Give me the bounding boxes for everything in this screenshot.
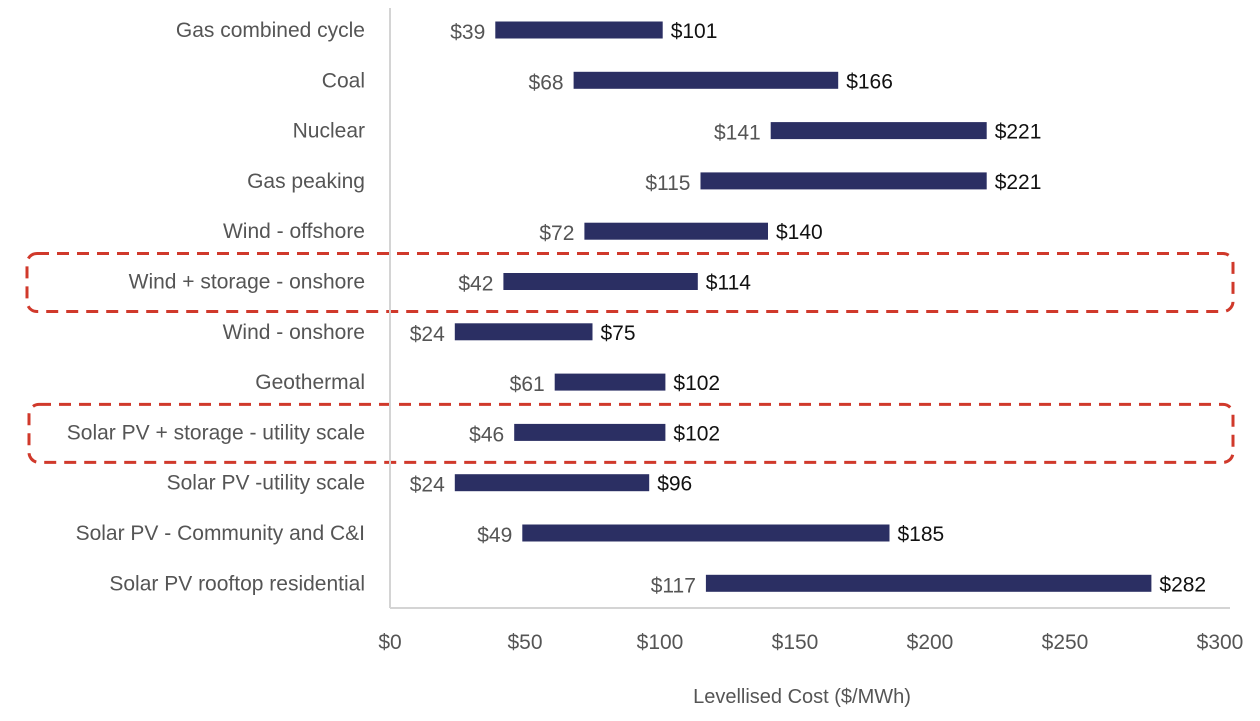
low-value-labels: $39 $68 $141 $115 $72 $42 $24 $61 $46 $24 $49 $117 xyxy=(410,21,761,597)
range-bar xyxy=(454,323,593,341)
range-bar xyxy=(554,373,666,391)
high-value-labels: $101 $166 $221 $221 $140 $114 $75 $102 $102 $96 $1… xyxy=(601,20,1207,596)
low-value-label: $72 xyxy=(539,222,574,245)
category-label: Solar PV - Community and C&I xyxy=(76,522,365,545)
category-label: Gas peaking xyxy=(247,170,365,193)
high-value-label: $140 xyxy=(776,221,823,244)
category-label: Wind - onshore xyxy=(223,321,365,344)
low-value-label: $61 xyxy=(510,373,545,396)
high-value-label: $221 xyxy=(995,171,1042,194)
highlight-boxes xyxy=(25,252,1235,464)
low-value-label: $117 xyxy=(651,574,696,597)
range-bar xyxy=(503,273,698,290)
high-value-label: $221 xyxy=(995,121,1042,144)
range-bar xyxy=(700,172,987,190)
category-label: Nuclear xyxy=(293,120,365,143)
range-bar xyxy=(522,524,890,542)
range-bar xyxy=(584,222,768,240)
x-tick-label: $200 xyxy=(907,631,954,654)
x-tick-label: $50 xyxy=(507,631,542,654)
category-label: Geothermal xyxy=(255,371,365,394)
range-bar xyxy=(770,122,987,140)
range-bar xyxy=(705,574,1152,592)
high-value-label: $102 xyxy=(673,372,720,395)
high-value-label: $101 xyxy=(671,20,718,43)
x-tick-label: $300 xyxy=(1197,631,1244,654)
category-label: Gas combined cycle xyxy=(176,19,365,42)
highlight-box xyxy=(25,252,1235,313)
low-value-label: $68 xyxy=(529,71,564,94)
high-value-label: $185 xyxy=(898,523,945,546)
category-label: Coal xyxy=(322,69,365,92)
x-tick-label: $100 xyxy=(637,631,684,654)
high-value-label: $96 xyxy=(657,473,692,496)
x-axis-title: Levellised Cost ($/MWh) xyxy=(693,686,911,708)
high-value-label: $166 xyxy=(846,70,893,93)
low-value-label: $39 xyxy=(450,21,485,44)
range-bar xyxy=(573,71,839,89)
category-labels: Gas combined cycle Coal Nuclear Gas peaking… xyxy=(67,19,365,595)
low-value-label: $24 xyxy=(410,323,445,346)
low-value-label: $49 xyxy=(477,524,512,547)
category-label: Solar PV -utility scale xyxy=(167,472,365,495)
x-tick-label: $0 xyxy=(378,631,401,654)
low-value-label: $42 xyxy=(458,273,493,296)
x-tick-labels: $0 $50 $100 $150 $200 $250 $300 xyxy=(378,631,1243,654)
high-value-label: $75 xyxy=(601,322,636,345)
range-bar xyxy=(454,474,650,492)
category-label: Wind - offshore xyxy=(223,220,365,243)
category-label: Solar PV + storage - utility scale xyxy=(67,421,365,444)
category-label: Solar PV rooftop residential xyxy=(109,572,365,595)
axes xyxy=(389,8,1230,609)
range-bar xyxy=(495,21,663,39)
low-value-label: $46 xyxy=(469,423,504,446)
x-tick-label: $250 xyxy=(1042,631,1089,654)
high-value-label: $282 xyxy=(1159,573,1206,596)
high-value-label: $102 xyxy=(673,422,720,445)
low-value-label: $115 xyxy=(645,172,690,195)
category-label: Wind + storage - onshore xyxy=(129,271,365,294)
range-bar xyxy=(514,423,666,441)
high-value-label: $114 xyxy=(706,272,751,295)
x-tick-label: $150 xyxy=(772,631,819,654)
bars xyxy=(454,21,1152,592)
low-value-label: $24 xyxy=(410,474,445,497)
low-value-label: $141 xyxy=(714,122,761,145)
highlight-box xyxy=(27,402,1235,464)
